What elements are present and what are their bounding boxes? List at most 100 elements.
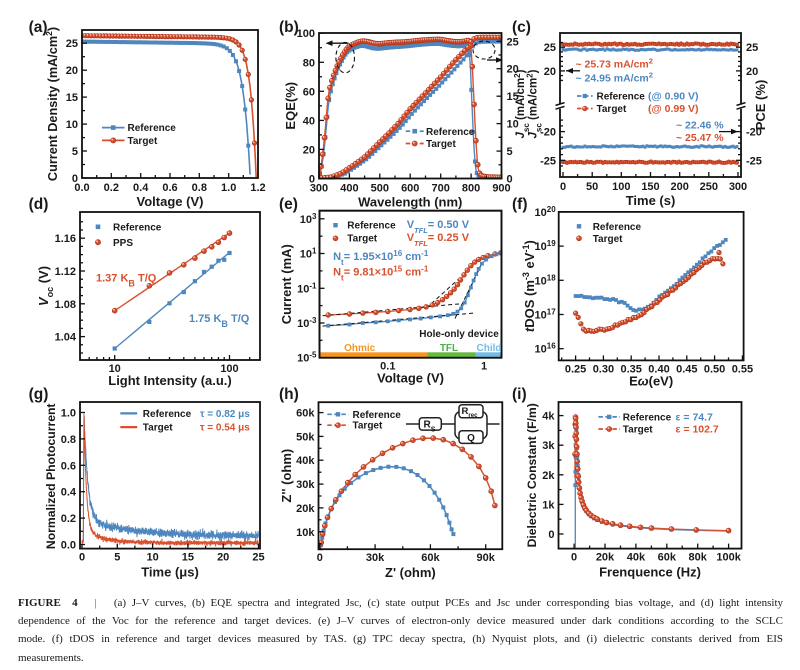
svg-text:20: 20 [303, 144, 315, 156]
svg-text:0.50: 0.50 [704, 363, 725, 375]
svg-text:80: 80 [303, 57, 315, 69]
svg-text:1018: 1018 [535, 273, 557, 288]
svg-text:Z'' (ohm): Z'' (ohm) [279, 449, 294, 503]
svg-text:1.75 KB T/Q: 1.75 KB T/Q [189, 313, 250, 329]
svg-text:20: 20 [66, 65, 78, 77]
svg-text:100: 100 [297, 28, 315, 40]
svg-text:PPS: PPS [113, 238, 133, 249]
svg-text:100: 100 [220, 363, 238, 375]
svg-text:Nt= 1.95×1016 cm-1: Nt= 1.95×1016 cm-1 [333, 249, 429, 267]
svg-text:Reference: Reference [597, 91, 646, 102]
svg-text:Hole-only device: Hole-only device [419, 329, 499, 340]
svg-text:Normalized Photocurrent: Normalized Photocurrent [44, 404, 58, 550]
svg-text:Reference: Reference [593, 222, 642, 233]
svg-text:0.0: 0.0 [61, 540, 76, 552]
svg-text:1.2: 1.2 [250, 182, 265, 194]
svg-text:0.2: 0.2 [104, 182, 119, 194]
svg-text:25: 25 [507, 36, 519, 48]
svg-text:90k: 90k [477, 552, 496, 564]
svg-text:0.4: 0.4 [61, 487, 77, 499]
svg-text:(f): (f) [512, 196, 528, 213]
svg-text:Time (μs): Time (μs) [141, 565, 199, 580]
svg-text:0.0: 0.0 [74, 182, 89, 194]
svg-text:1.12: 1.12 [55, 266, 76, 278]
svg-text:(d): (d) [29, 196, 49, 213]
svg-text:20: 20 [746, 66, 758, 78]
svg-text:~ 24.95 mA/cm2: ~ 24.95 mA/cm2 [576, 70, 653, 85]
svg-text:40k: 40k [296, 455, 315, 467]
svg-text:Reference: Reference [128, 123, 177, 134]
svg-text:Dielectric Constant (F/m): Dielectric Constant (F/m) [525, 403, 539, 547]
svg-text:Q: Q [467, 433, 475, 444]
svg-text:τ = 0.54 μs: τ = 0.54 μs [200, 423, 250, 434]
svg-text:1016: 1016 [535, 341, 557, 356]
svg-text:-20: -20 [746, 127, 762, 139]
svg-text:(a): (a) [29, 19, 48, 36]
svg-text:1020: 1020 [535, 204, 557, 219]
svg-text:100k: 100k [716, 552, 741, 564]
svg-text:0.40: 0.40 [648, 363, 669, 375]
svg-text:0.6: 0.6 [162, 182, 177, 194]
svg-text:50: 50 [586, 181, 598, 193]
svg-text:Target: Target [353, 421, 383, 432]
svg-text:Frenquence (Hz): Frenquence (Hz) [599, 565, 701, 580]
svg-text:103: 103 [300, 211, 317, 226]
svg-text:(i): (i) [512, 386, 527, 403]
svg-text:0: 0 [560, 181, 566, 193]
svg-text:0: 0 [72, 173, 78, 185]
svg-text:Reference: Reference [143, 409, 192, 420]
svg-text:20k: 20k [596, 552, 615, 564]
svg-text:15: 15 [66, 92, 78, 104]
svg-text:Reference: Reference [347, 221, 396, 232]
svg-text:Z' (ohm): Z' (ohm) [385, 565, 436, 580]
svg-text:600: 600 [401, 183, 419, 195]
svg-text:15: 15 [507, 91, 519, 103]
svg-text:Reference: Reference [426, 127, 475, 138]
svg-text:1.04: 1.04 [55, 332, 77, 344]
svg-text:10-1: 10-1 [297, 281, 317, 296]
svg-text:(h): (h) [279, 386, 299, 403]
svg-text:(@ 0.90 V): (@ 0.90 V) [648, 90, 699, 102]
svg-text:700: 700 [431, 183, 449, 195]
svg-text:10-5: 10-5 [297, 350, 317, 365]
svg-text:1017: 1017 [535, 307, 557, 322]
svg-text:10: 10 [507, 119, 519, 131]
svg-text:Eω(eV): Eω(eV) [629, 373, 673, 388]
svg-text:1.0: 1.0 [221, 182, 236, 194]
svg-text:5: 5 [507, 146, 513, 158]
svg-text:10: 10 [109, 363, 121, 375]
svg-text:Jsc (mA/cm2): Jsc (mA/cm2) [525, 69, 543, 138]
svg-text:Target: Target [143, 423, 173, 434]
svg-text:ε = 74.7: ε = 74.7 [676, 411, 714, 423]
svg-text:0.45: 0.45 [676, 363, 697, 375]
svg-text:101: 101 [300, 246, 317, 261]
svg-text:Target: Target [426, 139, 456, 150]
svg-text:2k: 2k [542, 470, 555, 482]
svg-text:0: 0 [79, 552, 85, 564]
svg-text:~ 25.47 %: ~ 25.47 % [676, 132, 724, 144]
svg-text:tDOS (m-3 eV-1): tDOS (m-3 eV-1) [521, 240, 537, 332]
svg-text:25: 25 [66, 38, 78, 50]
svg-text:20: 20 [217, 552, 229, 564]
svg-text:80k: 80k [689, 552, 708, 564]
svg-text:Ohmic: Ohmic [344, 343, 376, 354]
svg-text:10: 10 [66, 119, 78, 131]
svg-text:3k: 3k [542, 440, 555, 452]
svg-text:0.4: 0.4 [133, 182, 149, 194]
svg-text:Reference: Reference [113, 222, 162, 233]
svg-text:0: 0 [317, 552, 323, 564]
svg-text:0.8: 0.8 [61, 434, 76, 446]
svg-text:25: 25 [746, 42, 758, 54]
svg-text:Wavelength (nm): Wavelength (nm) [358, 195, 462, 210]
svg-text:60k: 60k [296, 408, 315, 420]
svg-text:30k: 30k [296, 479, 315, 491]
svg-text:EQE(%): EQE(%) [283, 82, 298, 130]
svg-text:1.16: 1.16 [55, 233, 76, 245]
svg-text:40k: 40k [627, 552, 646, 564]
svg-text:ε = 102.7: ε = 102.7 [676, 424, 719, 436]
svg-text:100: 100 [612, 181, 630, 193]
svg-text:0.2: 0.2 [61, 513, 76, 525]
svg-text:TFL: TFL [440, 343, 458, 354]
svg-text:20: 20 [544, 66, 556, 78]
svg-text:30k: 30k [366, 552, 385, 564]
